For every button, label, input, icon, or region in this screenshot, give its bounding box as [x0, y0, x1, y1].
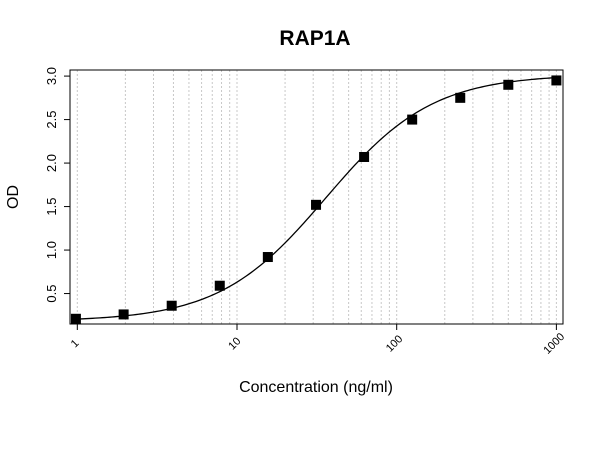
- x-tick-label: 1000: [541, 331, 567, 357]
- y-tick-label: 1.5: [44, 198, 59, 216]
- data-point: [70, 313, 81, 324]
- x-axis: 1 10 100 1000: [69, 324, 567, 357]
- fit-curve-line: [75, 76, 557, 320]
- chart-title: RAP1A: [279, 27, 350, 50]
- data-point: [166, 300, 177, 311]
- data-point: [359, 151, 370, 162]
- data-point: [551, 75, 562, 86]
- y-tick-label: 2.0: [44, 154, 59, 172]
- data-point: [455, 92, 466, 103]
- data-point: [214, 280, 225, 291]
- data-point: [407, 114, 418, 125]
- x-axis-title: Concentration (ng/ml): [239, 379, 393, 396]
- y-tick-label: 0.5: [44, 285, 59, 303]
- data-points: [70, 75, 562, 324]
- y-axis: 0.5 1.0 1.5 2.0 2.5 3.0: [44, 67, 70, 303]
- plot-area: [69, 69, 564, 325]
- data-point: [311, 199, 322, 210]
- data-point: [118, 309, 129, 320]
- y-tick-label: 2.5: [44, 111, 59, 129]
- y-tick-label: 3.0: [44, 67, 59, 85]
- fitted-curve: [75, 76, 557, 320]
- y-tick-label: 1.0: [44, 241, 59, 259]
- x-tick-label: 1: [69, 337, 82, 350]
- x-tick-label: 10: [226, 335, 243, 352]
- grid-lines: [76, 70, 557, 324]
- y-axis-title: OD: [5, 185, 22, 209]
- data-point: [503, 79, 514, 90]
- data-point: [262, 252, 273, 263]
- x-tick-label: 100: [384, 333, 405, 354]
